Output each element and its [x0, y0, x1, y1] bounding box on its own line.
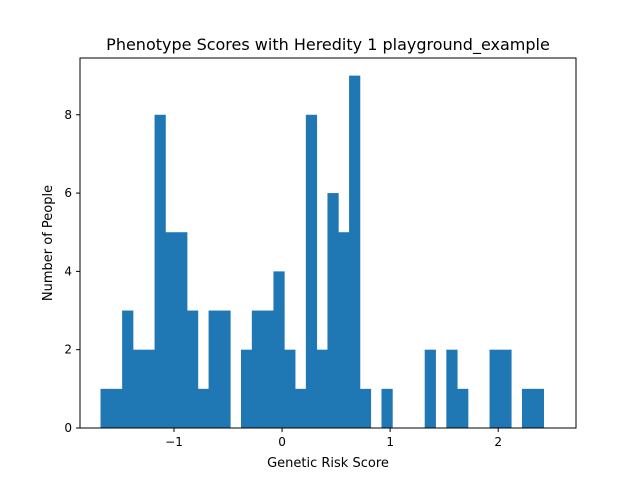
x-axis-label: Genetic Risk Score [267, 456, 389, 471]
histogram-bar [349, 75, 361, 429]
histogram-bar [122, 310, 134, 428]
histogram-bar [197, 388, 209, 428]
x-tick-label: −1 [165, 435, 183, 449]
histogram-bar [143, 349, 155, 428]
histogram-bar [219, 310, 231, 428]
histogram-bar [241, 349, 253, 428]
histogram-bar [284, 349, 296, 428]
histogram-bar [521, 388, 534, 428]
histogram-bar [111, 388, 123, 428]
chart-title: Phenotype Scores with Heredity 1 playgro… [106, 35, 550, 55]
histogram-bar [381, 388, 393, 428]
y-tick-label: 0 [64, 421, 72, 435]
histogram-bar [132, 349, 145, 428]
histogram-bar [446, 349, 458, 428]
histogram-bar [154, 114, 166, 429]
histogram-bar [359, 388, 372, 428]
histogram-bar [338, 232, 350, 428]
histogram-bar [316, 349, 328, 428]
histogram-bar [305, 114, 318, 429]
histogram-bar [457, 388, 469, 428]
y-axis-label: Number of People [41, 185, 56, 301]
histogram-bar [262, 310, 274, 428]
y-tick-label: 6 [64, 186, 72, 200]
x-tick-label: 2 [494, 435, 502, 449]
x-tick-label: 0 [278, 435, 286, 449]
histogram-bar [500, 349, 512, 428]
axes-frame [79, 57, 577, 429]
y-axis-ticks: 0 2 4 6 8 [64, 108, 80, 435]
x-axis-ticks: −1 0 1 2 [165, 428, 502, 449]
histogram-bar [251, 310, 264, 428]
y-tick-label: 8 [64, 108, 72, 122]
histogram-bar [424, 349, 436, 428]
histogram-bar [532, 388, 544, 428]
histogram-bar [186, 310, 199, 428]
histogram-bar [208, 310, 220, 428]
x-tick-label: 1 [386, 435, 394, 449]
histogram-bar [165, 232, 177, 428]
histogram-bar [489, 349, 501, 428]
histogram-bar [327, 193, 339, 428]
histogram-bar [100, 388, 112, 428]
histogram-bar [176, 232, 188, 428]
bars-group [100, 75, 544, 429]
histogram-bar [273, 271, 285, 428]
histogram-bar [295, 388, 307, 428]
y-tick-label: 4 [64, 264, 72, 278]
y-tick-label: 2 [64, 343, 72, 357]
